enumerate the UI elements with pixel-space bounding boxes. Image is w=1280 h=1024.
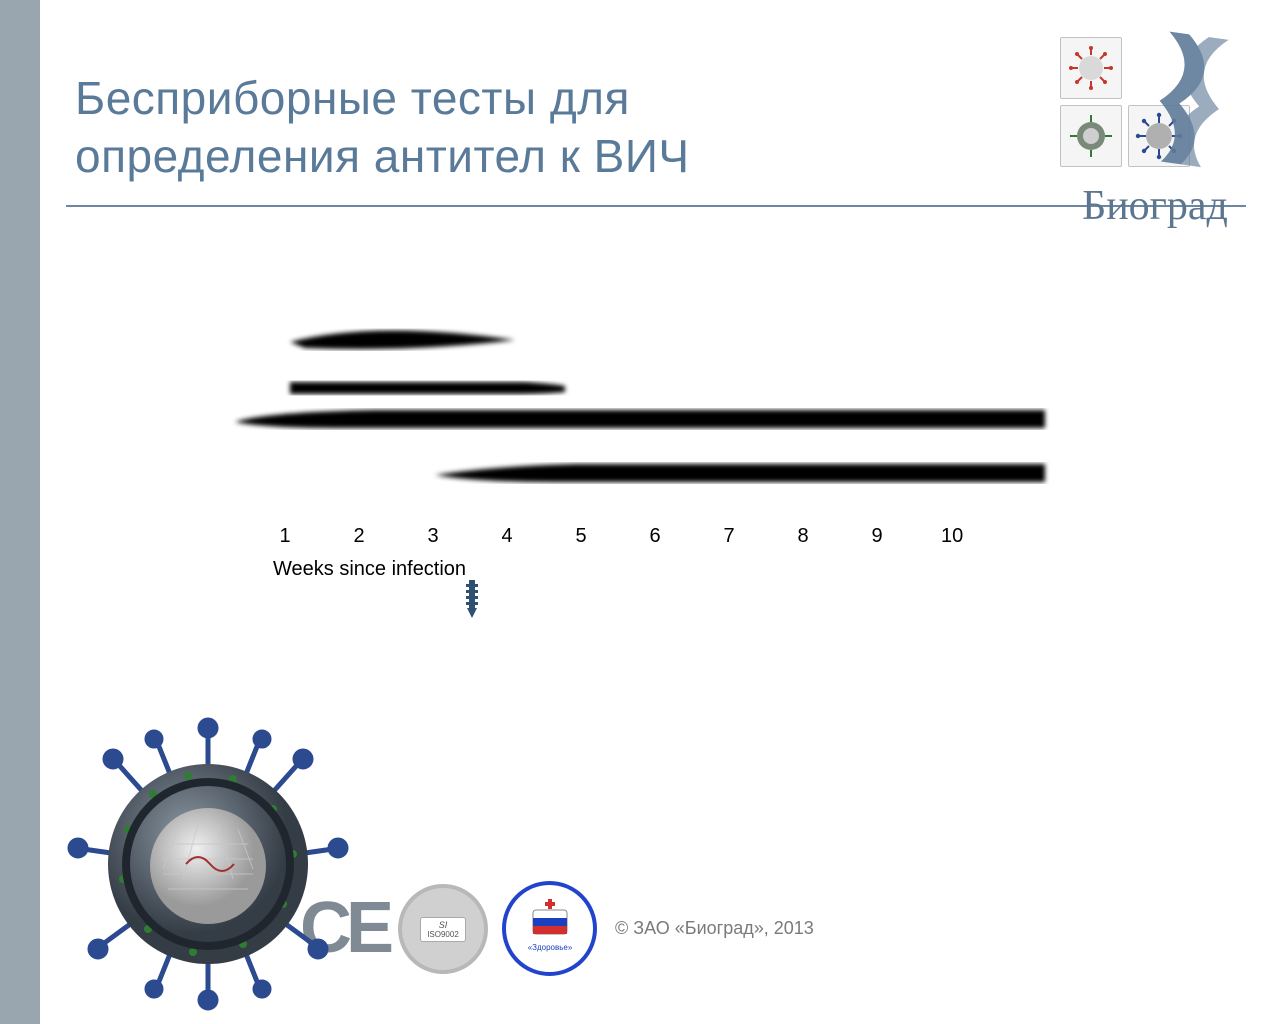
chart-axis-ticks: 1 2 3 4 5 6 7 8 9 10: [275, 525, 1075, 555]
tick-3: 3: [423, 525, 443, 555]
tick-5: 5: [571, 525, 591, 555]
virus-thumb-red: [1060, 37, 1122, 99]
tick-6: 6: [645, 525, 665, 555]
tick-8: 8: [793, 525, 813, 555]
brand-logo: Биоград: [1050, 35, 1260, 230]
chart-marker-icon: [465, 580, 479, 620]
national-health-badge: «Здоровье»: [502, 881, 597, 976]
chart-axis-label: Weeks since infection: [273, 558, 466, 581]
title-line-2: определения антител к ВИЧ: [75, 130, 690, 182]
tick-1: 1: [275, 525, 295, 555]
virus-thumb-green: [1060, 105, 1122, 167]
dna-helix-icon: [1136, 29, 1243, 170]
health-label: «Здоровье»: [527, 943, 572, 952]
timeline-chart: 1 2 3 4 5 6 7 8 9 10 Weeks since infecti…: [215, 300, 1075, 600]
tick-7: 7: [719, 525, 739, 555]
copyright-text: © ЗАО «Биоград», 2013: [615, 918, 814, 939]
logo-image-stack: [1050, 35, 1260, 165]
brand-name: Биоград: [1050, 182, 1260, 230]
slide-body: Бесприборные тесты для определения антит…: [40, 0, 1280, 1024]
tick-10: 10: [941, 525, 961, 555]
left-grey-band: [0, 0, 40, 1024]
timeline-strokes: [215, 300, 1075, 520]
title-line-1: Бесприборные тесты для: [75, 72, 630, 124]
tick-2: 2: [349, 525, 369, 555]
iso-si: SI: [427, 920, 459, 930]
iso-badge: SI ISO9002: [398, 884, 488, 974]
iso-code: ISO9002: [427, 930, 459, 939]
tick-9: 9: [867, 525, 887, 555]
hiv-virion-icon: [58, 714, 358, 1014]
tick-4: 4: [497, 525, 517, 555]
page-title: Бесприборные тесты для определения антит…: [75, 70, 690, 185]
